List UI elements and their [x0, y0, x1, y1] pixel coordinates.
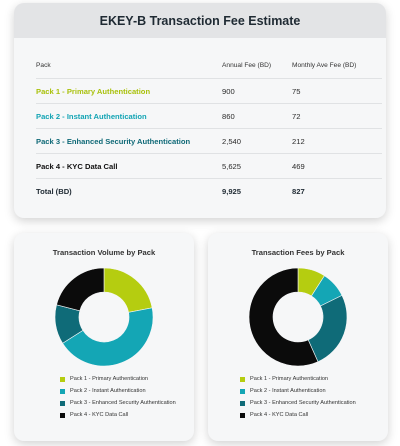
- legend-label: Pack 4 - KYC Data Call: [70, 412, 129, 418]
- total-annual-fee: 9,925: [222, 187, 242, 196]
- donut-slice-4: [248, 267, 319, 367]
- legend-item: Pack 1 - Primary Authentication: [240, 373, 356, 385]
- legend-swatch: [240, 412, 245, 418]
- pack-name: Pack 4 - KYC Data Call: [36, 161, 118, 171]
- table-row: Pack 4 - KYC Data Call 5,625 469: [36, 154, 382, 179]
- annual-fee-cell: 900: [222, 86, 235, 96]
- chart-title: Transaction Fees by Pack: [251, 248, 345, 257]
- volume-donut-chart: [54, 267, 154, 367]
- legend-swatch: [240, 400, 245, 406]
- legend-label: Pack 2 - Instant Authentication: [70, 388, 146, 394]
- column-header-annual-fee: Annual Fee (BD): [222, 62, 272, 69]
- chart-legend: Pack 1 - Primary Authentication Pack 2 -…: [60, 373, 176, 421]
- monthly-fee-cell: 212: [292, 136, 305, 146]
- donut-slice-3: [307, 294, 348, 363]
- annual-fee-cell: 5,625: [222, 161, 242, 171]
- fees-chart-card: Transaction Fees by Pack Pack 1 - Primar…: [208, 233, 388, 441]
- legend-swatch: [60, 400, 65, 406]
- table-row: Pack 1 - Primary Authentication 900 75: [36, 79, 382, 104]
- table-row: Pack 2 - Instant Authentication 860 72: [36, 104, 382, 129]
- annual-fee-cell: 2,540: [222, 136, 242, 146]
- legend-swatch: [60, 376, 65, 382]
- card-title: EKEY-B Transaction Fee Estimate: [14, 3, 386, 38]
- fees-donut-chart: [248, 267, 348, 367]
- legend-swatch: [60, 388, 65, 394]
- chart-legend: Pack 1 - Primary Authentication Pack 2 -…: [240, 373, 356, 421]
- legend-swatch: [240, 376, 245, 382]
- chart-title: Transaction Volume by Pack: [52, 248, 156, 257]
- legend-item: Pack 2 - Instant Authentication: [240, 385, 356, 397]
- monthly-fee-cell: 75: [292, 86, 301, 96]
- legend-item: Pack 4 - KYC Data Call: [60, 409, 176, 421]
- monthly-fee-cell: 469: [292, 161, 305, 171]
- legend-item: Pack 1 - Primary Authentication: [60, 373, 176, 385]
- total-label: Total (BD): [36, 187, 72, 196]
- legend-item: Pack 3 - Enhanced Security Authenticatio…: [240, 397, 356, 409]
- total-monthly-fee: 827: [292, 187, 305, 196]
- total-row: Total (BD) 9,925 827: [36, 179, 382, 204]
- legend-label: Pack 4 - KYC Data Call: [250, 412, 309, 418]
- fee-estimate-card: EKEY-B Transaction Fee Estimate Pack Ann…: [14, 3, 386, 218]
- volume-chart-card: Transaction Volume by Pack Pack 1 - Prim…: [14, 233, 194, 441]
- legend-label: Pack 3 - Enhanced Security Authenticatio…: [250, 400, 356, 406]
- legend-swatch: [60, 412, 65, 418]
- fee-table: Pack Annual Fee (BD) Monthly Ave Fee (BD…: [36, 53, 382, 204]
- annual-fee-cell: 860: [222, 111, 235, 121]
- legend-item: Pack 4 - KYC Data Call: [240, 409, 356, 421]
- table-row: Pack 3 - Enhanced Security Authenticatio…: [36, 129, 382, 154]
- table-header-row: Pack Annual Fee (BD) Monthly Ave Fee (BD…: [36, 53, 382, 79]
- legend-item: Pack 2 - Instant Authentication: [60, 385, 176, 397]
- legend-label: Pack 1 - Primary Authentication: [250, 376, 329, 382]
- column-header-monthly-fee: Monthly Ave Fee (BD): [292, 62, 357, 69]
- monthly-fee-cell: 72: [292, 111, 301, 121]
- legend-swatch: [240, 388, 245, 394]
- legend-label: Pack 3 - Enhanced Security Authenticatio…: [70, 400, 176, 406]
- pack-name: Pack 2 - Instant Authentication: [36, 111, 147, 121]
- pack-name: Pack 1 - Primary Authentication: [36, 86, 151, 96]
- donut-slice-2: [62, 307, 154, 367]
- pack-name: Pack 3 - Enhanced Security Authenticatio…: [36, 136, 191, 146]
- legend-item: Pack 3 - Enhanced Security Authenticatio…: [60, 397, 176, 409]
- legend-label: Pack 1 - Primary Authentication: [70, 376, 149, 382]
- donut-slice-4: [56, 267, 105, 312]
- donut-slice-1: [103, 267, 153, 313]
- column-header-pack: Pack: [36, 62, 51, 69]
- legend-label: Pack 2 - Instant Authentication: [250, 388, 326, 394]
